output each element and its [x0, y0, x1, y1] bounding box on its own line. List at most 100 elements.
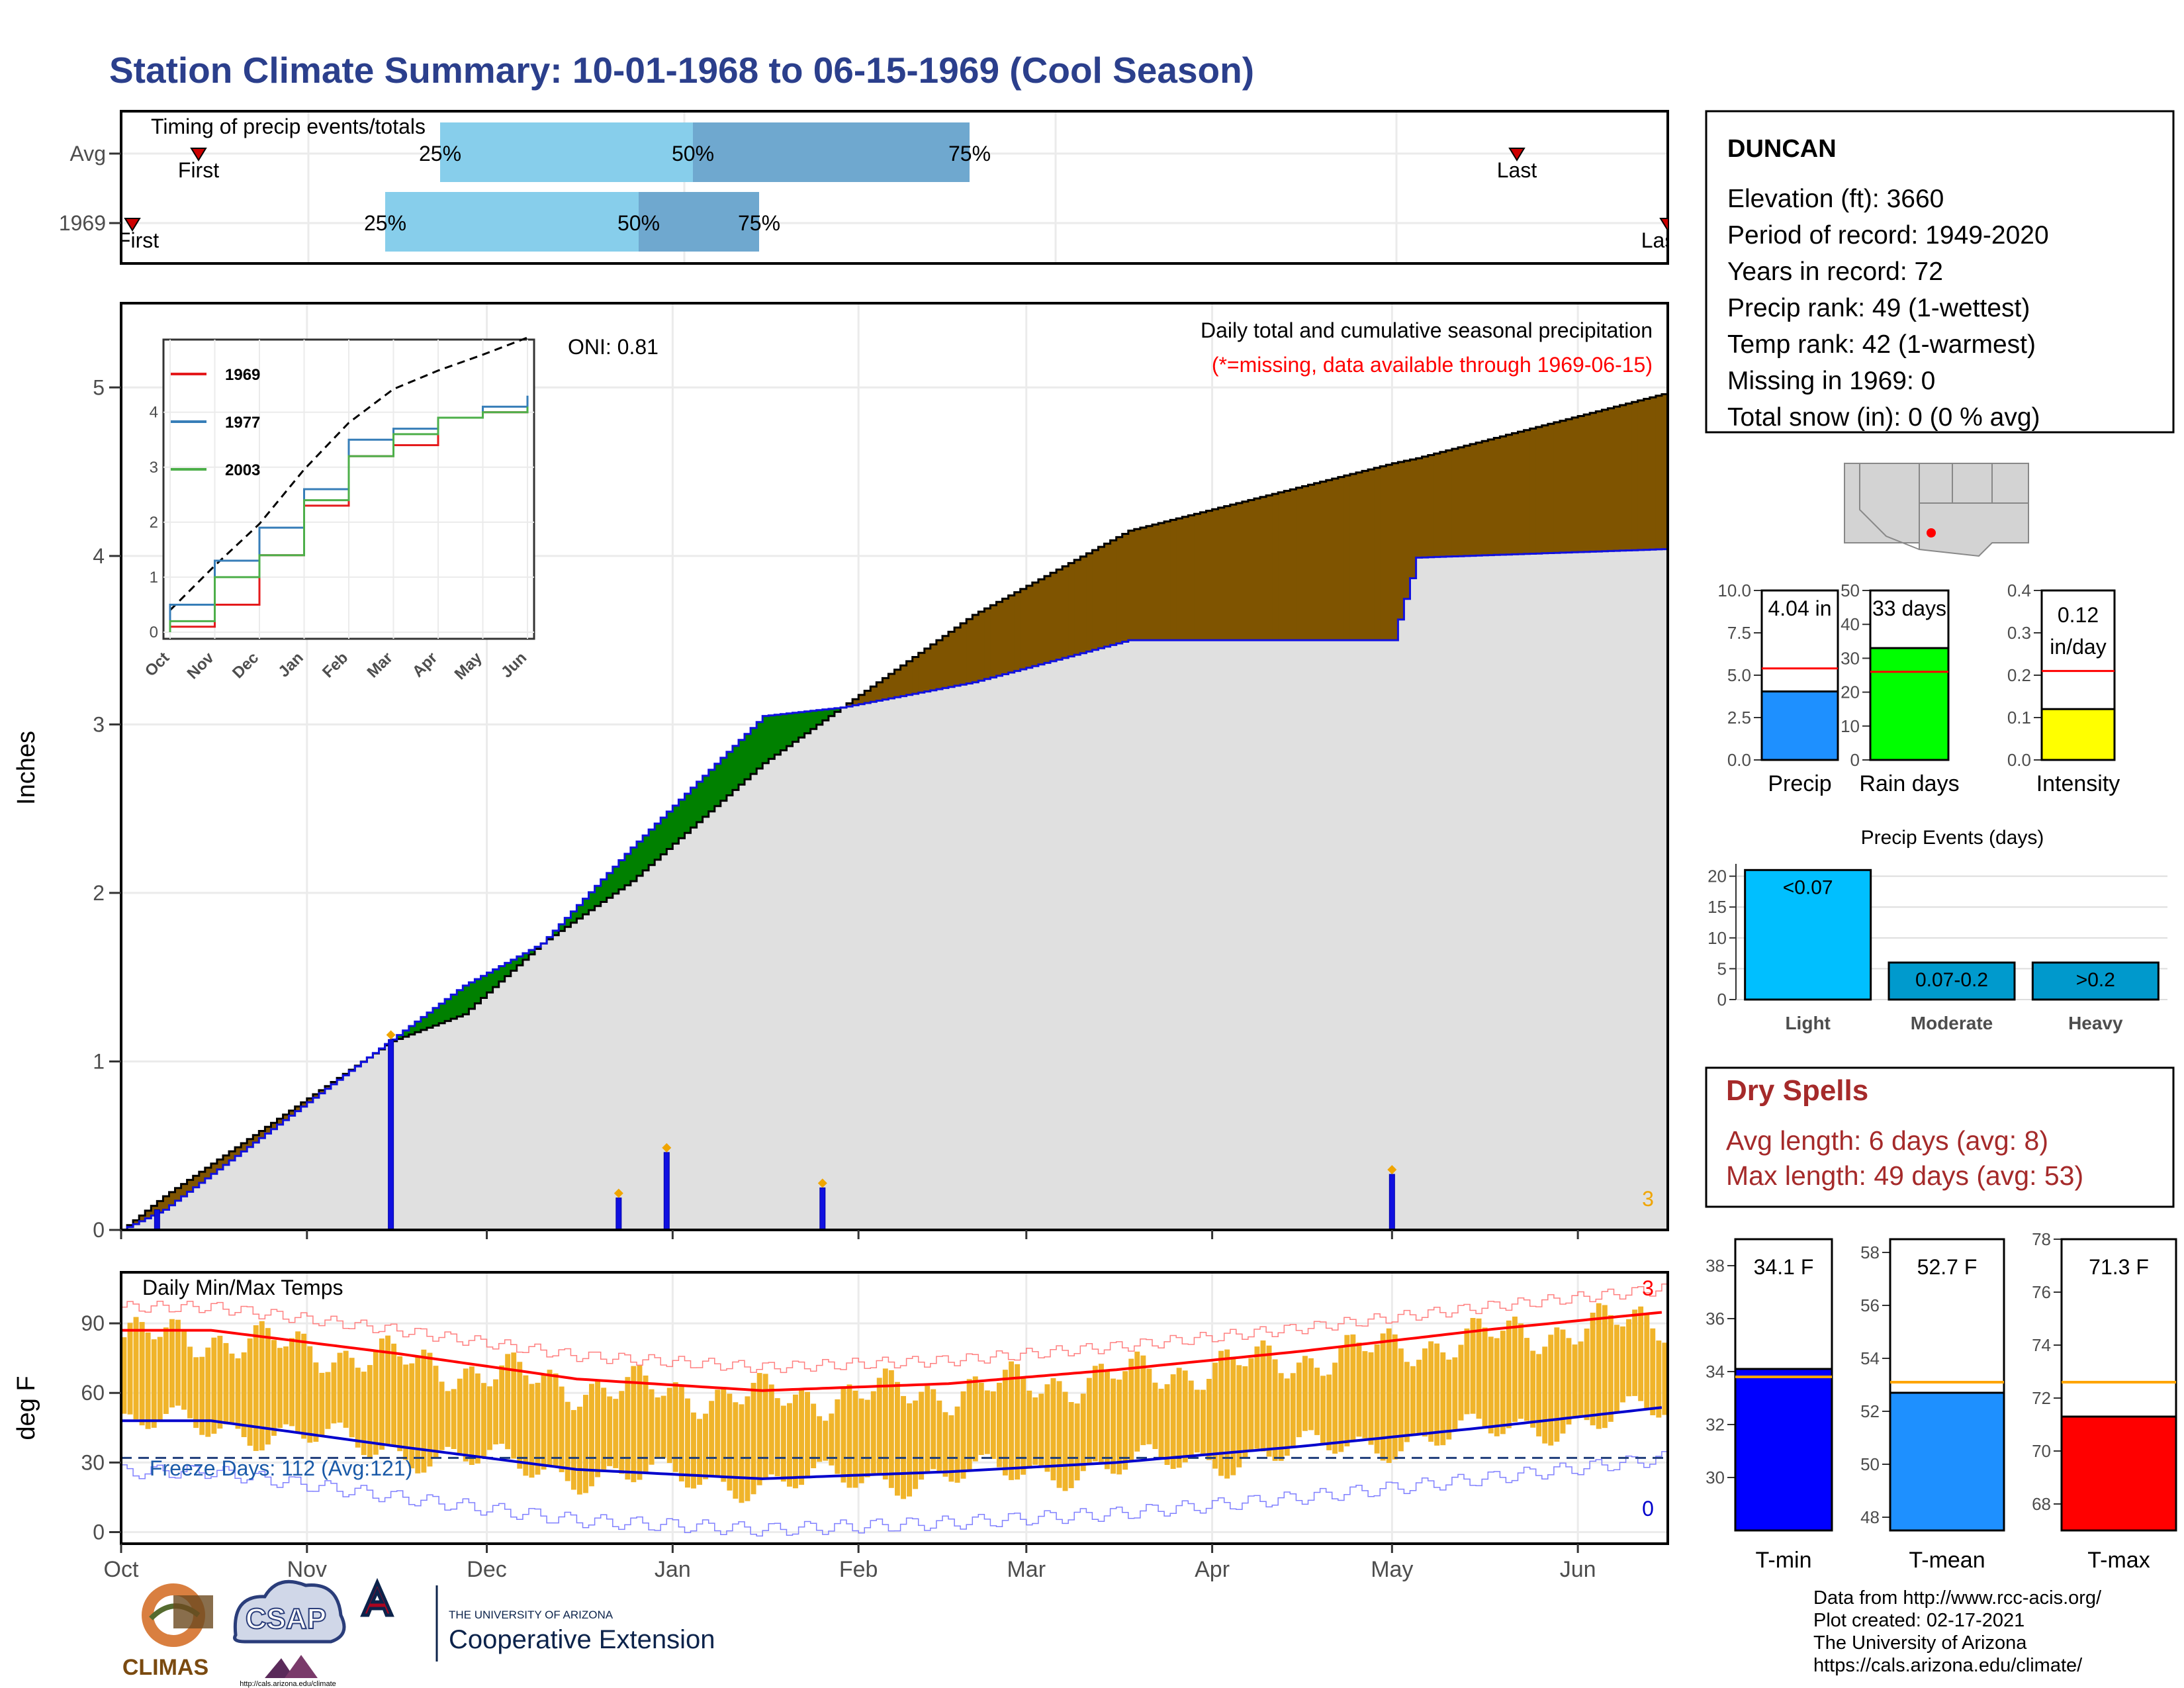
events-ytick-label: 15	[1707, 897, 1727, 917]
inset-avg-line	[169, 336, 528, 611]
daily-temp-bar	[157, 1336, 163, 1423]
deficit-area	[1404, 461, 1411, 599]
surplus-area	[834, 708, 841, 712]
precip-ytick-label: 5	[93, 375, 105, 399]
surplus-area	[684, 794, 692, 833]
surplus-area	[559, 924, 565, 931]
daily-temp-bar	[1560, 1329, 1566, 1434]
mini-bar-ytick-label: 10	[1841, 716, 1860, 736]
deficit-area	[1398, 461, 1405, 620]
surplus-area	[582, 898, 590, 915]
surplus-area	[433, 1008, 439, 1026]
csap-logo: CSAP http://cals.arizona.edu/climate	[233, 1579, 346, 1688]
deficit-area	[318, 1090, 326, 1094]
daily-temp-bar	[1146, 1368, 1152, 1444]
deficit-area	[924, 648, 931, 692]
deficit-area	[858, 694, 865, 704]
deficit-area	[1326, 480, 1333, 641]
daily-temp-bar	[1638, 1306, 1644, 1401]
mini-bar-value-text: 0.12	[2058, 603, 2099, 627]
deficit-area	[1541, 425, 1549, 553]
daily-temp-bar	[289, 1338, 295, 1427]
temp-summary-value-text: 71.3 F	[2089, 1255, 2149, 1279]
deficit-area	[306, 1098, 314, 1103]
temp-summary-label: T-mean	[1909, 1548, 1985, 1573]
inset-ytick-label: 1	[150, 569, 158, 586]
daily-temp-bar	[913, 1400, 919, 1489]
deficit-area	[193, 1176, 200, 1188]
daily-temp-bar	[1542, 1346, 1548, 1444]
daily-temp-bar	[1116, 1380, 1122, 1475]
daily-temp-bar	[1278, 1373, 1284, 1461]
page-title: Station Climate Summary: 10-01-1968 to 0…	[109, 50, 1254, 91]
deficit-area	[894, 669, 901, 698]
daily-temp-bar	[601, 1387, 607, 1470]
deficit-area	[1248, 500, 1255, 641]
deficit-area	[1284, 491, 1291, 641]
daily-temp-bar	[1218, 1350, 1224, 1476]
temp-summary-ytick-label: 68	[2032, 1494, 2051, 1514]
deficit-area	[277, 1119, 284, 1125]
inset-month-label: Jan	[275, 649, 306, 680]
daily-temp-bar	[978, 1382, 984, 1455]
deficit-area	[1518, 432, 1525, 555]
daily-temp-bar	[595, 1381, 600, 1477]
daily-temp-bar	[1296, 1362, 1302, 1438]
temp-summary-label: T-min	[1756, 1548, 1812, 1573]
precip-corner-value: 3	[1642, 1187, 1654, 1211]
daily-temp-bar	[367, 1365, 373, 1458]
daily-temp-bar	[1105, 1370, 1110, 1470]
dry-spells-title: Dry Spells	[1726, 1074, 1868, 1107]
month-axis: Oct Nov Dec Jan Feb Mar Apr May Jun	[104, 1544, 1596, 1582]
daily-temp-bar	[523, 1375, 529, 1476]
daily-temp-bar	[1332, 1362, 1338, 1454]
csap-url-text: http://cals.arizona.edu/climate	[240, 1680, 336, 1688]
daily-temp-bar	[295, 1331, 301, 1432]
surplus-area	[516, 956, 523, 966]
daily-precip-marker	[817, 1178, 827, 1188]
temp-top-right: 3	[1642, 1276, 1654, 1300]
mini-bar-ytick-label: 0.0	[1727, 750, 1751, 770]
daily-temp-bar	[1656, 1340, 1662, 1418]
precip-ytick-label: 3	[93, 712, 105, 736]
temp-summary-bar-T-mean	[1889, 1391, 2005, 1532]
surplus-area	[690, 787, 698, 828]
deficit-area	[241, 1143, 248, 1152]
daily-temp-bar	[984, 1390, 990, 1454]
daily-temp-bar	[1602, 1305, 1608, 1429]
month-label: Feb	[839, 1557, 878, 1582]
events-bar-label: Moderate	[1911, 1013, 1993, 1033]
cumulative-inset: 0 1 2 3 4 Oct Nov Dec Jan Feb Mar Apr May Jun 1969 1977…	[142, 336, 535, 683]
timing-1969-bar-q2	[639, 192, 759, 252]
daily-temp-bar	[343, 1350, 349, 1428]
precip-events-chart: Precip Events (days) 0 5 10 15 20 <0.07 Light 0…	[1707, 827, 2167, 1033]
first-marker-avg	[190, 148, 207, 162]
daily-temp-bar	[163, 1327, 169, 1414]
inset-series-2003	[169, 406, 529, 632]
inset-month-label: Jun	[498, 649, 530, 681]
daily-precip-bar	[819, 1187, 826, 1231]
daily-temp-bar	[1032, 1397, 1038, 1465]
daily-temp-bar	[1308, 1358, 1314, 1430]
deficit-area	[1020, 588, 1027, 670]
daily-temp-bar	[1134, 1351, 1140, 1452]
dry-spells-avg: Avg length: 6 days (avg: 8)	[1726, 1125, 2048, 1156]
deficit-area	[1146, 526, 1153, 641]
deficit-area	[253, 1135, 259, 1143]
daily-temp-bar	[1074, 1403, 1080, 1481]
daily-temp-bar	[1422, 1348, 1428, 1437]
deficit-area	[1272, 494, 1279, 641]
surplus-area	[414, 1021, 422, 1033]
surplus-area	[396, 1035, 404, 1039]
deficit-area	[960, 623, 967, 685]
daily-temp-bar	[1128, 1358, 1134, 1462]
daily-temp-bar	[619, 1391, 625, 1474]
surplus-area	[402, 1030, 410, 1037]
daily-temp-bar	[1662, 1342, 1668, 1415]
deficit-area	[205, 1168, 212, 1179]
daily-temp-bar	[1464, 1328, 1470, 1415]
daily-temp-bar	[931, 1389, 936, 1470]
p25-label-1969: 25%	[364, 211, 406, 235]
mini-bar-ytick-label: 0.4	[2007, 581, 2031, 600]
footer-credits: Data from http://www.rcc-acis.org/ Plot …	[1813, 1587, 2102, 1676]
